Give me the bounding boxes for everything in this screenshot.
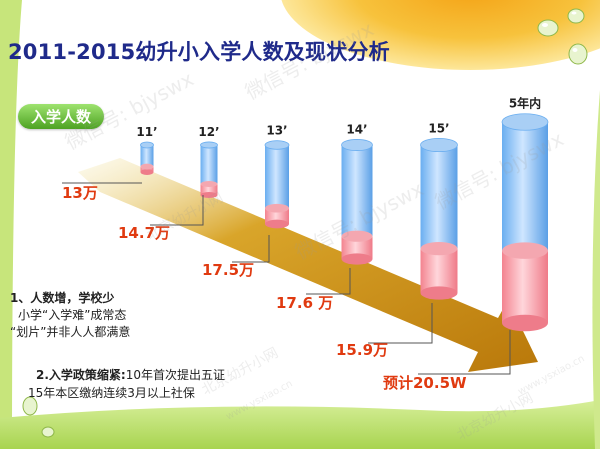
category-label: 14’ [346, 122, 367, 136]
bottom-band [0, 400, 600, 449]
category-label: 12’ [198, 125, 219, 139]
leader-line [150, 195, 204, 226]
bar-top-segment [420, 145, 458, 249]
bar-bottom-segment [265, 208, 289, 224]
bar-cylinder [264, 140, 290, 229]
leader-line [306, 268, 351, 295]
bar-base [502, 314, 548, 332]
bar-bottom-segment [341, 236, 373, 259]
category-label: 15’ [428, 121, 449, 135]
note1-heading: 1、人数增，学校少 [10, 291, 115, 305]
value-label: 13万 [62, 184, 98, 202]
leader-line [232, 235, 270, 263]
bar-divider [341, 230, 373, 242]
note1-line1: 小学“入学难”成常态 [18, 308, 127, 322]
category-label: 11’ [136, 125, 157, 139]
trend-arrow [78, 158, 538, 372]
bar-cap [341, 139, 373, 151]
bar-divider [140, 163, 154, 170]
note2-heading: 2.入学政策缩紧: [36, 368, 126, 382]
bar-base [341, 253, 373, 265]
note2-line2: 15年本区缴纳连续3月以上社保 [28, 386, 195, 400]
page-title: 2011-2015幼升小入学人数及现状分析 [8, 40, 390, 64]
bar-bottom-segment [200, 184, 218, 195]
leader-line [418, 330, 511, 375]
bar-base [200, 191, 218, 199]
bar-top-segment [341, 145, 373, 237]
value-label: 17.6 万 [276, 294, 333, 312]
water-drop-icon [537, 19, 559, 37]
bar-top-segment [265, 145, 289, 209]
note2-heading-rest: 10年首次提出五证 [125, 368, 225, 382]
bar-base [420, 286, 458, 300]
value-label: 14.7万 [118, 224, 170, 242]
bar-cylinder [341, 139, 373, 265]
note-policy: 2.入学政策缩紧:10年首次提出五证 15年本区缴纳连续3月以上社保 [28, 366, 225, 402]
bar-divider [420, 241, 458, 256]
category-label: 13’ [266, 124, 287, 138]
bar-bottom-segment [420, 248, 458, 293]
bar-cylinder [501, 113, 549, 332]
value-label: 预计20.5W [383, 374, 467, 392]
bar-top-segment [140, 145, 154, 167]
left-band [0, 0, 22, 449]
water-drop-icon [568, 43, 588, 65]
bar-cap [264, 140, 290, 150]
bar-cap [501, 113, 549, 131]
bar-base [140, 169, 154, 175]
water-drop-icon [41, 426, 55, 438]
leader-line [368, 303, 433, 344]
top-glow [281, 0, 600, 70]
bar-cylinder [420, 137, 458, 300]
bar-bottom-segment [502, 250, 548, 323]
note1-line2: “划片”并非人人都满意 [10, 325, 131, 339]
category-label: 5年内 [509, 96, 541, 111]
bar-cylinder [140, 141, 154, 175]
right-band [592, 90, 600, 449]
bar-top-segment [200, 145, 218, 184]
bar-cap [420, 137, 458, 153]
value-label: 17.5万 [202, 261, 254, 279]
bar-top-segment [502, 122, 548, 251]
bar-base [265, 219, 289, 229]
bar-divider [502, 242, 548, 259]
water-drop-icon [22, 396, 38, 416]
water-drop-icon [567, 8, 585, 24]
bar-cap [200, 141, 218, 149]
bar-divider [200, 180, 218, 188]
bar-divider [265, 203, 289, 213]
enrollment-label-pill: 入学人数 [18, 104, 104, 129]
note-enrollment-growth: 1、人数增，学校少 小学“入学难”成常态 “划片”并非人人都满意 [10, 290, 130, 341]
bar-cylinder [200, 141, 218, 199]
bar-cap [140, 141, 154, 149]
value-label: 15.9万 [336, 341, 388, 359]
